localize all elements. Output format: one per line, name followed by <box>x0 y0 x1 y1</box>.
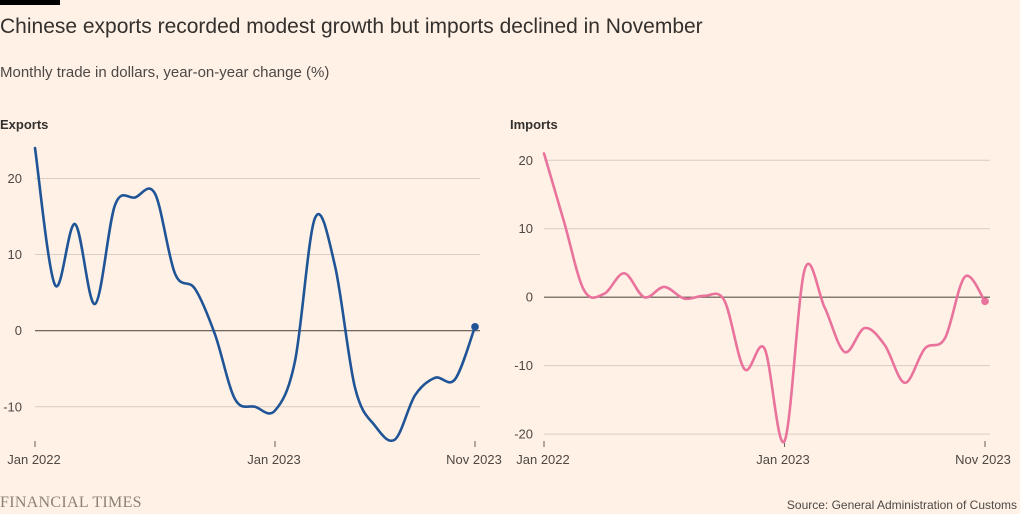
exports-y-tick-label: 10 <box>8 247 22 262</box>
imports-y-tick-label: -20 <box>514 427 533 442</box>
exports-x-tick-label: Nov 2023 <box>446 452 502 467</box>
exports-series-line <box>33 146 477 443</box>
imports-y-tick-label: 10 <box>519 221 533 236</box>
imports-x-tick-label: Nov 2023 <box>955 452 1011 467</box>
imports-series-line <box>542 152 987 444</box>
exports-latest-point <box>471 323 479 331</box>
exports-x-tick-label: Jan 2023 <box>247 452 301 467</box>
exports-panel-title: Exports <box>0 117 49 132</box>
brand-top-bar <box>0 0 60 5</box>
imports-y-tick-label: -10 <box>514 358 533 373</box>
exports-x-tick-label: Jan 2022 <box>7 452 61 467</box>
imports-x-tick-label: Jan 2022 <box>516 452 570 467</box>
chart-title: Chinese exports recorded modest growth b… <box>0 15 703 38</box>
imports-y-tick-label: 20 <box>519 153 533 168</box>
imports-panel-title: Imports <box>510 117 558 132</box>
exports-y-tick-label: 20 <box>8 171 22 186</box>
imports-latest-point <box>981 297 989 306</box>
exports-y-tick-label: 0 <box>15 323 22 338</box>
imports-y-tick-label: 0 <box>526 290 533 305</box>
exports-y-tick-label: -10 <box>3 399 22 414</box>
imports-x-tick-label: Jan 2023 <box>756 452 810 467</box>
source-note: Source: General Administration of Custom… <box>786 498 1017 512</box>
ft-logo: FINANCIAL TIMES <box>0 494 142 511</box>
chart-subtitle: Monthly trade in dollars, year-on-year c… <box>0 64 330 81</box>
